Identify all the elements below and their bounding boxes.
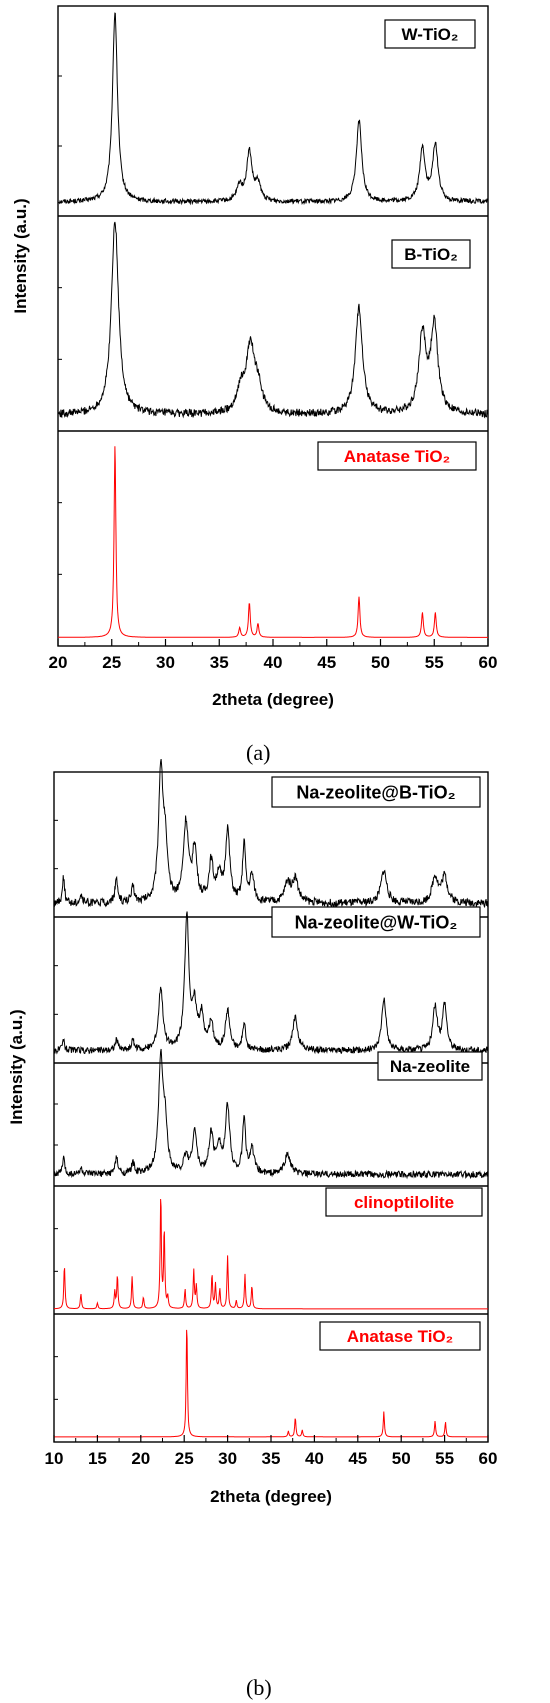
x-axis-title: 2theta (degree) (210, 1487, 332, 1506)
x-tick-label: 55 (425, 653, 444, 672)
x-tick-label: 50 (371, 653, 390, 672)
legend-label-2: Na-zeolite (390, 1057, 470, 1076)
y-axis-title: Intensity (a.u.) (11, 198, 30, 313)
chart-b: Na-zeolite@B-TiO₂ Na-zeolite@W-TiO₂ Na-zeo… (7, 759, 497, 1506)
series-line-0 (53, 759, 489, 909)
series-line-2 (58, 446, 488, 638)
legend-box-0 (384, 19, 476, 49)
chart-a: W-TiO₂ B-TiO₂ Anatase TiO₂ 20 25 30 35 40 45 50 55… (11, 5, 498, 709)
caption-a: (a) (246, 740, 270, 765)
series-line-1 (57, 221, 489, 419)
legend-label-3: clinoptilolite (354, 1193, 454, 1212)
legend-box-0 (271, 776, 481, 808)
series-line-2 (53, 1048, 489, 1180)
x-tick-label: 30 (218, 1449, 237, 1468)
legend-box-1 (271, 906, 481, 938)
legend-box-1 (391, 239, 471, 269)
x-tick-label: 20 (49, 653, 68, 672)
x-tick-label: 25 (175, 1449, 194, 1468)
legend-box-4 (319, 1321, 481, 1351)
legend-box-2 (317, 441, 477, 471)
x-tick-label: 35 (210, 653, 229, 672)
x-tick-label: 60 (479, 1449, 498, 1468)
x-tick-label: 40 (305, 1449, 324, 1468)
x-tick-label: 25 (102, 653, 121, 672)
series-line-0 (57, 12, 489, 206)
x-tick-label: 60 (479, 653, 498, 672)
x-tick-label: 55 (435, 1449, 454, 1468)
x-tick-label: 50 (392, 1449, 411, 1468)
x-tick-label: 35 (262, 1449, 281, 1468)
legend-label-0: W-TiO₂ (402, 25, 459, 44)
legend-box-2 (377, 1051, 483, 1081)
x-tick-label: 15 (88, 1449, 107, 1468)
legend-label-2: Anatase TiO₂ (344, 447, 450, 466)
caption-b: (b) (246, 1675, 272, 1700)
series-line-1 (53, 911, 489, 1055)
x-tick-label: 40 (264, 653, 283, 672)
legend-label-1: Na-zeolite@W-TiO₂ (295, 913, 458, 933)
x-tick-label: 30 (156, 653, 175, 672)
x-axis-title: 2theta (degree) (212, 690, 334, 709)
x-tick-label: 45 (317, 653, 336, 672)
x-tick-label: 10 (45, 1449, 64, 1468)
legend-box-3 (325, 1187, 483, 1217)
legend-label-1: B-TiO₂ (404, 245, 458, 264)
legend-label-4: Anatase TiO₂ (347, 1327, 453, 1346)
x-tick-label: 45 (348, 1449, 367, 1468)
x-tick-label: 20 (131, 1449, 150, 1468)
legend-label-0: Na-zeolite@B-TiO₂ (296, 783, 455, 803)
y-axis-title: Intensity (a.u.) (7, 1009, 26, 1124)
series-line-3 (53, 1198, 488, 1310)
